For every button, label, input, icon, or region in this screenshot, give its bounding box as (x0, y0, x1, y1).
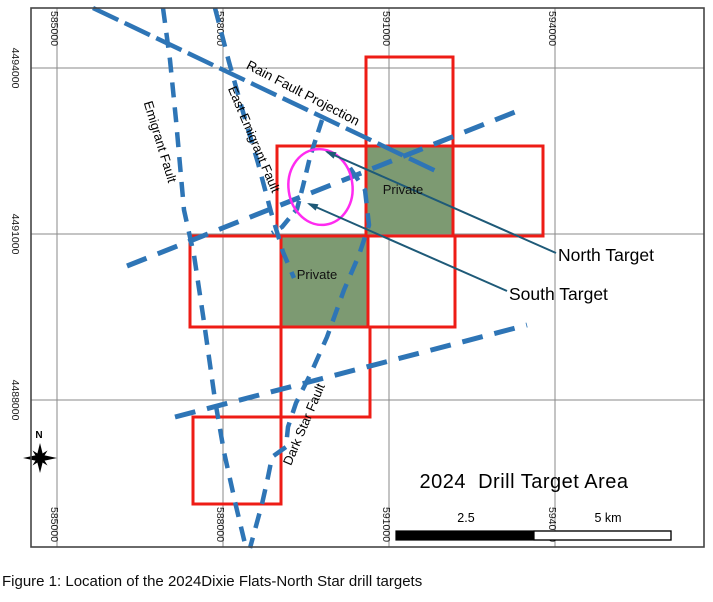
claim-block-mid-lower (279, 325, 372, 419)
map-frame (30, 7, 705, 548)
east-emigrant-fault-line (212, 7, 297, 279)
scalebar-black-segment (396, 531, 534, 540)
south-trending-fault-line (174, 322, 528, 420)
target-leaders (307, 151, 557, 292)
figure-caption: Figure 1: Location of the 2024Dixie Flat… (2, 573, 423, 590)
axis-label-left-4494000: 4494000 (9, 48, 21, 89)
axis-label-bottom-585000: 585000 (48, 507, 60, 542)
axis-label-bottom-591000: 591000 (380, 507, 392, 542)
compass-cardinal-points (23, 443, 57, 473)
fault-lines (92, 5, 528, 549)
private-parcel-north (366, 147, 453, 234)
scalebar: 2.5 5 km (395, 511, 672, 541)
private-parcel-south (281, 237, 368, 326)
private-label-south: Private (297, 267, 337, 282)
compass-rose-icon (23, 443, 57, 473)
south-target-leader-line (308, 203, 508, 292)
south-target-label: South Target (509, 284, 608, 304)
axis-label-top-585000: 585000 (48, 11, 60, 46)
north-target-arrowhead (325, 151, 337, 159)
northeast-trending-fault-line (126, 109, 516, 269)
axis-label-left-4491000: 4491000 (9, 214, 21, 255)
scalebar-outline (395, 530, 672, 541)
axis-label-bottom-588000: 588000 (214, 507, 226, 542)
private-label-north: Private (383, 182, 423, 197)
scalebar-mid-label: 2.5 (457, 511, 474, 525)
south-target-arrowhead (307, 203, 319, 211)
north-target-label: North Target (558, 245, 654, 265)
axis-label-top-591000: 591000 (380, 11, 392, 46)
axis-label-top-594000: 594000 (546, 11, 558, 46)
north-target-leader-line (326, 151, 557, 254)
dark-star-fault-line (247, 166, 372, 549)
scalebar-end-label: 5 km (594, 511, 621, 525)
target-ellipse (287, 147, 354, 227)
drill-target-area-label: 2024 Drill Target Area (419, 471, 628, 493)
compass-north-label: N (35, 430, 42, 441)
axis-label-left-4488000: 4488000 (9, 380, 21, 421)
emigrant-fault-line (160, 7, 249, 549)
rain-fault-projection-line (92, 5, 441, 176)
scalebar-white-segment (533, 530, 672, 541)
